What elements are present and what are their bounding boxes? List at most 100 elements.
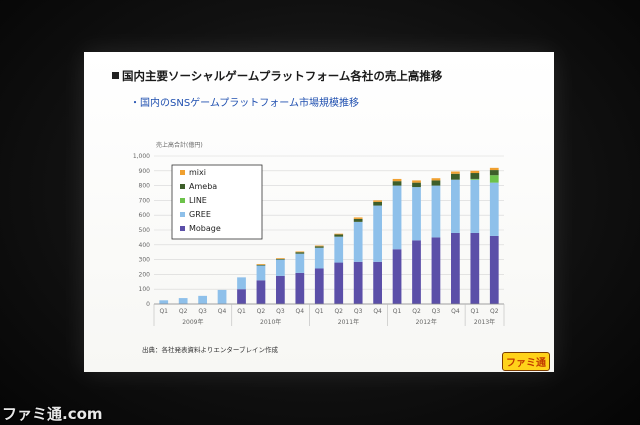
legend-label: Mobage (189, 224, 221, 233)
bars (159, 167, 499, 304)
slide-subtitle: ・国内のSNSゲームプラットフォーム市場規模推移 (130, 98, 359, 109)
bar-segment-gree (431, 185, 441, 238)
bar-segment-gree (276, 259, 285, 276)
legend-label: GREE (189, 210, 211, 219)
bar-segment-mobage (373, 261, 382, 304)
bar-segment-gree (489, 182, 499, 236)
bar-segment-ameba (295, 252, 305, 254)
bar-segment-mixi (373, 200, 382, 202)
x-tick-label: Q2 (490, 308, 499, 315)
bar-segment-mobage (392, 249, 402, 304)
legend-swatch (180, 184, 185, 189)
y-tick-label: 400 (139, 242, 151, 249)
bar-segment-gree (217, 289, 227, 304)
bar-segment-mixi (451, 171, 460, 174)
bar-segment-mobage (489, 235, 499, 304)
x-tick-label: Q4 (451, 308, 460, 315)
bar-segment-gree (159, 300, 169, 304)
legend-label: Ameba (189, 182, 217, 191)
x-tick-label: Q4 (296, 308, 305, 315)
bar-segment-mobage (451, 232, 460, 304)
bar-segment-mobage (276, 275, 285, 304)
x-tick-label: Q1 (315, 308, 324, 315)
watermark-logo: ファミ通.com (2, 405, 103, 423)
bar-segment-ameba (470, 173, 480, 179)
year-group-label: 2013年 (474, 318, 495, 326)
bar-segment-mobage (431, 237, 441, 304)
x-tick-label: Q3 (354, 308, 363, 315)
bar-segment-gree (295, 253, 305, 273)
bar-segment-gree (256, 265, 266, 281)
legend-label: LINE (189, 196, 207, 205)
x-tick-label: Q2 (257, 308, 266, 315)
y-axis-label: 売上高合計(億円) (156, 141, 203, 149)
x-tick-label: Q2 (179, 308, 188, 315)
bar-segment-mixi (276, 258, 285, 259)
legend-swatch (180, 226, 185, 231)
square-bullet-icon (112, 72, 119, 79)
y-tick-label: 0 (146, 301, 150, 308)
bar-segment-gree (470, 179, 480, 233)
y-tick-label: 700 (139, 197, 151, 204)
slide-title: 国内主要ソーシャルゲームプラットフォーム各社の売上高推移 (112, 68, 442, 84)
y-tick-label: 200 (139, 271, 151, 278)
bar-segment-gree (451, 179, 460, 233)
bar-segment-mixi (295, 251, 305, 253)
y-tick-label: 300 (139, 257, 151, 264)
famitsu-logo-badge: ファミ通 (502, 352, 550, 371)
bar-segment-gree (237, 277, 246, 290)
x-tick-label: Q1 (237, 308, 246, 315)
bar-segment-mixi (431, 178, 441, 181)
source-note: 出典：各社発表資料よりエンターブレイン作成 (142, 346, 278, 354)
bar-segment-ameba (276, 258, 285, 260)
x-tick-label: Q2 (334, 308, 343, 315)
y-tick-label: 1,000 (133, 153, 150, 160)
bar-segment-gree (198, 295, 207, 304)
year-group-label: 2009年 (182, 318, 203, 326)
legend-label: mixi (189, 168, 206, 177)
year-group-label: 2010年 (260, 318, 281, 326)
bar-segment-ameba (412, 182, 421, 188)
y-tick-label: 500 (139, 227, 151, 234)
bar-segment-ameba (256, 264, 266, 266)
bar-segment-line (470, 178, 480, 180)
presentation-slide: 国内主要ソーシャルゲームプラットフォーム各社の売上高推移 ・国内のSNSゲームプ… (84, 52, 554, 372)
y-tick-label: 900 (139, 168, 151, 175)
bar-segment-gree (178, 298, 188, 304)
axes: 0 100 200 300 400 500 600 700 800 900 1,000 Q1 Q2 Q3 Q… (133, 153, 505, 326)
bar-segment-ameba (334, 234, 344, 237)
bar-segment-mixi (489, 167, 499, 171)
bar-segment-mobage (470, 232, 480, 304)
year-group-label: 2012年 (416, 318, 437, 326)
bar-segment-ameba (451, 173, 460, 180)
bar-segment-gree (314, 247, 324, 269)
bar-segment-ameba (314, 246, 324, 248)
x-tick-label: Q1 (159, 308, 168, 315)
stacked-bar-chart: 売上高合計(億円) 0 100 200 300 400 500 600 700 800 900 1,… (133, 141, 505, 326)
y-tick-label: 600 (139, 212, 151, 219)
bar-segment-mobage (353, 261, 363, 304)
legend-swatch (180, 170, 185, 175)
bar-segment-ameba (489, 170, 499, 176)
legend-swatch (180, 212, 185, 217)
bar-segment-gree (373, 205, 382, 262)
bar-segment-mixi (412, 180, 421, 183)
legend-box (171, 164, 263, 240)
bar-segment-mobage (256, 280, 266, 304)
bar-segment-ameba (353, 218, 363, 222)
bar-segment-mixi (334, 233, 344, 235)
x-tick-label: Q3 (198, 308, 207, 315)
bar-segment-mixi (353, 217, 363, 219)
x-tick-label: Q4 (373, 308, 382, 315)
x-tick-label: Q2 (412, 308, 421, 315)
x-tick-label: Q3 (276, 308, 285, 315)
bar-segment-mobage (237, 289, 246, 304)
bar-segment-mixi (314, 245, 324, 247)
x-tick-label: Q1 (471, 308, 480, 315)
bar-segment-gree (412, 187, 421, 241)
y-tick-label: 800 (139, 183, 151, 190)
bar-segment-ameba (431, 180, 441, 186)
bar-segment-mixi (470, 170, 480, 174)
slide-title-text: 国内主要ソーシャルゲームプラットフォーム各社の売上高推移 (122, 69, 443, 83)
bar-segment-gree (353, 221, 363, 262)
